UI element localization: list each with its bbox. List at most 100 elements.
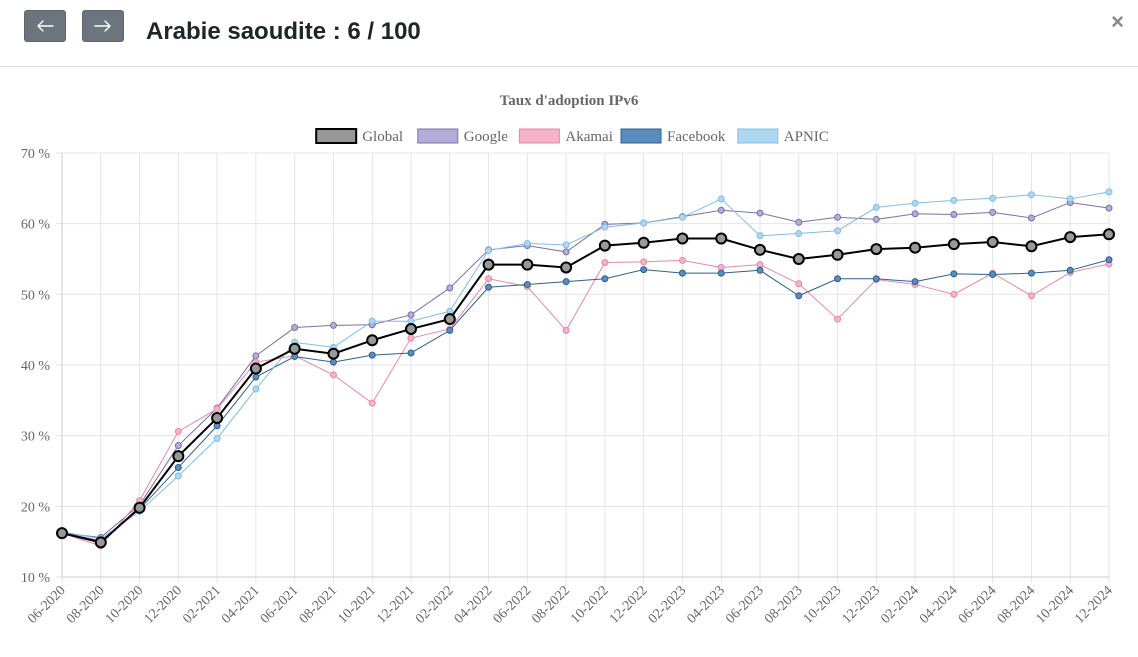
data-point [562, 248, 570, 256]
series-line [61, 259, 1110, 547]
x-tick-label: 06-2021 [258, 583, 302, 627]
legend-label: Akamai [565, 129, 612, 145]
data-point [1027, 292, 1035, 300]
data-point [756, 232, 764, 240]
x-tick-label: 04-2023 [684, 583, 728, 627]
data-point [1066, 195, 1074, 203]
x-tick-label: 04-2021 [219, 583, 263, 627]
data-point [562, 278, 570, 286]
data-point [676, 232, 689, 245]
legend-label: Global [362, 129, 403, 145]
data-point [252, 373, 260, 381]
data-point [950, 210, 958, 218]
data-point [950, 270, 958, 278]
data-point [754, 243, 766, 256]
series-line [61, 201, 1110, 538]
data-point [601, 275, 609, 283]
x-tick-label: 10-2020 [103, 583, 147, 627]
legend-swatch [518, 128, 560, 144]
series-apnic [58, 188, 1113, 543]
y-tick-label: 20 % [21, 500, 51, 515]
data-point [795, 292, 803, 300]
data-point [717, 269, 725, 277]
data-point [911, 278, 919, 286]
data-point [640, 266, 648, 274]
data-point [989, 194, 997, 202]
series-line [61, 259, 1110, 542]
data-point [288, 342, 301, 355]
data-point [329, 358, 337, 366]
data-point [329, 321, 337, 329]
data-point [211, 412, 224, 424]
data-point [911, 210, 919, 218]
data-point [329, 371, 337, 379]
x-tick-label: 06-2022 [491, 583, 535, 627]
data-point [252, 385, 260, 393]
data-point [174, 463, 182, 471]
data-point [989, 208, 997, 216]
x-tick-label: 08-2024 [995, 583, 1039, 627]
previous-button[interactable] [24, 10, 66, 42]
data-point [94, 536, 107, 549]
data-point [368, 317, 376, 325]
close-icon[interactable]: × [1111, 9, 1124, 34]
grid: 10 %20 %30 %40 %50 %60 %70 %06-202008-20… [21, 147, 1116, 627]
data-point [601, 223, 609, 231]
data-point [523, 280, 531, 288]
data-point [133, 501, 146, 514]
data-point [174, 472, 182, 480]
x-tick-label: 04-2022 [452, 583, 496, 627]
data-point [909, 241, 922, 254]
series-facebook [58, 256, 1113, 545]
legend-swatch [315, 128, 358, 144]
x-tick-label: 10-2021 [335, 583, 379, 627]
data-point [717, 206, 725, 214]
data-point [678, 256, 686, 264]
data-point [678, 213, 686, 221]
next-button[interactable] [82, 10, 124, 42]
data-point [831, 248, 844, 261]
data-point [601, 259, 609, 267]
x-tick-label: 12-2022 [607, 583, 651, 627]
data-point [56, 527, 68, 540]
data-point [872, 203, 880, 211]
data-point [1025, 240, 1038, 253]
data-point [717, 263, 725, 271]
data-point [485, 283, 493, 291]
x-tick-label: 10-2022 [568, 583, 612, 627]
data-point [834, 213, 842, 221]
data-point [252, 352, 260, 360]
data-point [795, 230, 803, 238]
x-tick-label: 02-2023 [646, 583, 690, 627]
data-point [834, 227, 842, 235]
data-point [174, 442, 182, 450]
y-tick-label: 70 % [21, 147, 51, 162]
data-point [249, 362, 262, 375]
page-title: Arabie saoudite : 6 / 100 [146, 18, 421, 45]
data-point [291, 324, 299, 332]
data-point [637, 236, 650, 249]
legend-label: APNIC [784, 129, 829, 145]
data-point [174, 427, 182, 435]
data-point [756, 261, 764, 269]
legend-item: Akamai [518, 128, 613, 145]
series-global [56, 228, 1115, 549]
legend-swatch [737, 128, 779, 144]
series-line [61, 233, 1110, 544]
data-point [1027, 191, 1035, 199]
legend-swatch [417, 128, 459, 144]
data-point [366, 334, 379, 347]
data-point [756, 266, 764, 274]
data-point [640, 258, 648, 266]
data-point [872, 215, 880, 223]
data-point [1064, 231, 1077, 244]
x-tick-label: 02-2024 [878, 583, 922, 627]
x-tick-label: 08-2021 [297, 583, 341, 627]
data-point [678, 269, 686, 277]
y-tick-label: 10 % [21, 571, 51, 586]
data-point [1027, 214, 1035, 222]
data-point [446, 326, 454, 334]
data-point [947, 238, 960, 251]
data-point [1027, 269, 1035, 277]
y-tick-label: 30 % [21, 430, 51, 445]
